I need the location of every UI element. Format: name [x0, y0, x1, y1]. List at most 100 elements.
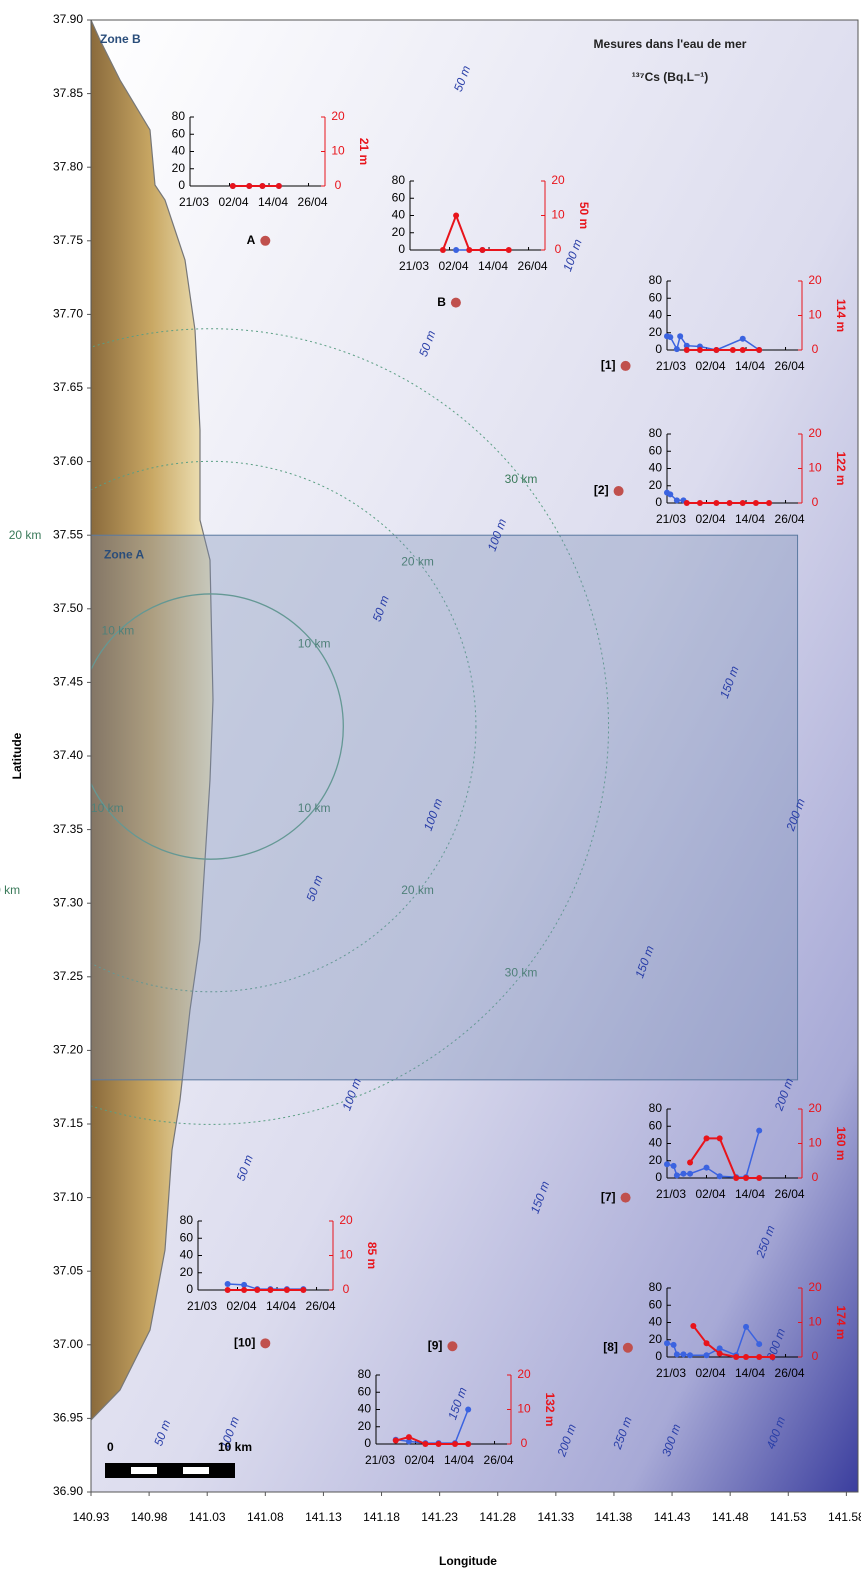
inset-y2-tick-label: 20 — [517, 1367, 531, 1381]
inset-x-tick-label: 21/03 — [656, 359, 686, 373]
inset-x-tick-label: 21/03 — [656, 512, 686, 526]
inset-x-tick-label: 21/03 — [365, 1453, 395, 1467]
inset-x-tick-label: 26/04 — [518, 259, 548, 273]
inset-x-tick-label: 02/04 — [695, 359, 725, 373]
inset-y-tick-label: 80 — [392, 173, 406, 187]
y-tick-label: 37.45 — [53, 675, 83, 689]
inset-point — [259, 183, 265, 189]
inset-point — [284, 1287, 290, 1293]
inset-point — [254, 1287, 260, 1293]
inset-point — [465, 1441, 471, 1447]
inset-point — [687, 1171, 693, 1177]
inset-y-tick-label: 40 — [172, 144, 186, 158]
inset-y-tick-label: 40 — [392, 208, 406, 222]
station-label: [1] — [601, 358, 616, 372]
inset-point — [717, 1173, 723, 1179]
inset-y-tick-label: 0 — [398, 242, 405, 256]
inset-point — [225, 1281, 231, 1287]
inset-point — [717, 1351, 723, 1357]
inset-y-tick-label: 80 — [180, 1213, 194, 1227]
inset-y-tick-label: 40 — [358, 1402, 372, 1416]
y-tick-label: 37.90 — [53, 12, 83, 26]
inset-y-tick-label: 40 — [649, 1136, 663, 1150]
y-tick-label: 37.20 — [53, 1043, 83, 1057]
inset-point — [766, 500, 772, 506]
x-tick-label: 141.58 — [828, 1510, 861, 1524]
inset-y2-tick-label: 10 — [517, 1402, 531, 1416]
inset-point — [276, 183, 282, 189]
x-tick-label: 141.13 — [305, 1510, 342, 1524]
inset-point — [687, 1352, 693, 1358]
inset-y2-tick-label: 0 — [812, 1349, 819, 1363]
inset-point — [422, 1441, 428, 1447]
y-tick-label: 37.35 — [53, 822, 83, 836]
inset-point — [740, 336, 746, 342]
ring-label: 20 km — [9, 528, 42, 542]
inset-x-tick-label: 21/03 — [656, 1187, 686, 1201]
inset-point — [743, 1354, 749, 1360]
inset-point — [667, 334, 673, 340]
inset-point — [506, 247, 512, 253]
inset-point — [756, 1128, 762, 1134]
inset-point — [756, 1341, 762, 1347]
inset-point — [704, 1135, 710, 1141]
inset-point — [667, 491, 673, 497]
inset-y2-tick-label: 0 — [335, 178, 342, 192]
inset-y-tick-label: 20 — [180, 1265, 194, 1279]
inset-point — [687, 1159, 693, 1165]
station-label: [10] — [234, 1335, 255, 1349]
inset-y2-tick-label: 10 — [808, 1136, 822, 1150]
inset-point — [704, 1165, 710, 1171]
inset-y2-tick-label: 0 — [343, 1282, 350, 1296]
inset-y-tick-label: 60 — [180, 1230, 194, 1244]
inset-y2-tick-label: 0 — [555, 242, 562, 256]
inset-y2-tick-label: 10 — [808, 308, 822, 322]
inset-y-tick-label: 60 — [649, 443, 663, 457]
inset-point — [671, 1163, 677, 1169]
inset-point — [393, 1438, 399, 1444]
y-tick-label: 37.55 — [53, 527, 83, 541]
inset-point — [730, 347, 736, 353]
inset-point — [733, 1354, 739, 1360]
station-marker — [447, 1341, 457, 1351]
inset-point — [697, 347, 703, 353]
y-axis-label: Latitude — [10, 732, 24, 779]
inset-y-tick-label: 60 — [649, 1297, 663, 1311]
inset-y-tick-label: 20 — [649, 478, 663, 492]
inset-y2-tick-label: 10 — [808, 1315, 822, 1329]
inset-point — [713, 500, 719, 506]
inset-y-tick-label: 0 — [655, 495, 662, 509]
inset-point — [466, 247, 472, 253]
inset-y-tick-label: 0 — [655, 1170, 662, 1184]
inset-y2-tick-label: 20 — [551, 173, 565, 187]
inset-y2-tick-label: 10 — [331, 144, 345, 158]
inset-x-tick-label: 26/04 — [775, 512, 805, 526]
y-tick-label: 37.65 — [53, 380, 83, 394]
inset-x-tick-label: 14/04 — [735, 1366, 765, 1380]
inset-y2-tick-label: 10 — [808, 461, 822, 475]
y-tick-label: 37.00 — [53, 1337, 83, 1351]
x-tick-label: 140.93 — [73, 1510, 110, 1524]
scale-bar — [105, 1463, 235, 1478]
inset-point — [664, 1161, 670, 1167]
station-marker — [621, 361, 631, 371]
inset-y-tick-label: 20 — [649, 1332, 663, 1346]
inset-y-tick-label: 60 — [358, 1384, 372, 1398]
inset-point — [680, 1171, 686, 1177]
inset-y-tick-label: 20 — [392, 225, 406, 239]
subtitle: ¹³⁷Cs (Bq.L⁻¹) — [632, 70, 709, 84]
x-tick-label: 141.03 — [189, 1510, 226, 1524]
station-label: [2] — [594, 483, 609, 497]
inset-point — [674, 346, 680, 352]
x-axis-label: Longitude — [439, 1554, 497, 1568]
inset-y2-tick-label: 0 — [812, 1170, 819, 1184]
x-tick-label: 141.18 — [363, 1510, 400, 1524]
inset-x-tick-label: 21/03 — [179, 195, 209, 209]
inset-x-tick-label: 14/04 — [266, 1299, 296, 1313]
inset-x-tick-label: 21/03 — [656, 1366, 686, 1380]
inset-point — [241, 1287, 247, 1293]
inset-y2-tick-label: 20 — [808, 426, 822, 440]
inset-y-tick-label: 80 — [358, 1367, 372, 1381]
inset-point — [684, 500, 690, 506]
depth-label: 160 m — [834, 1126, 848, 1160]
